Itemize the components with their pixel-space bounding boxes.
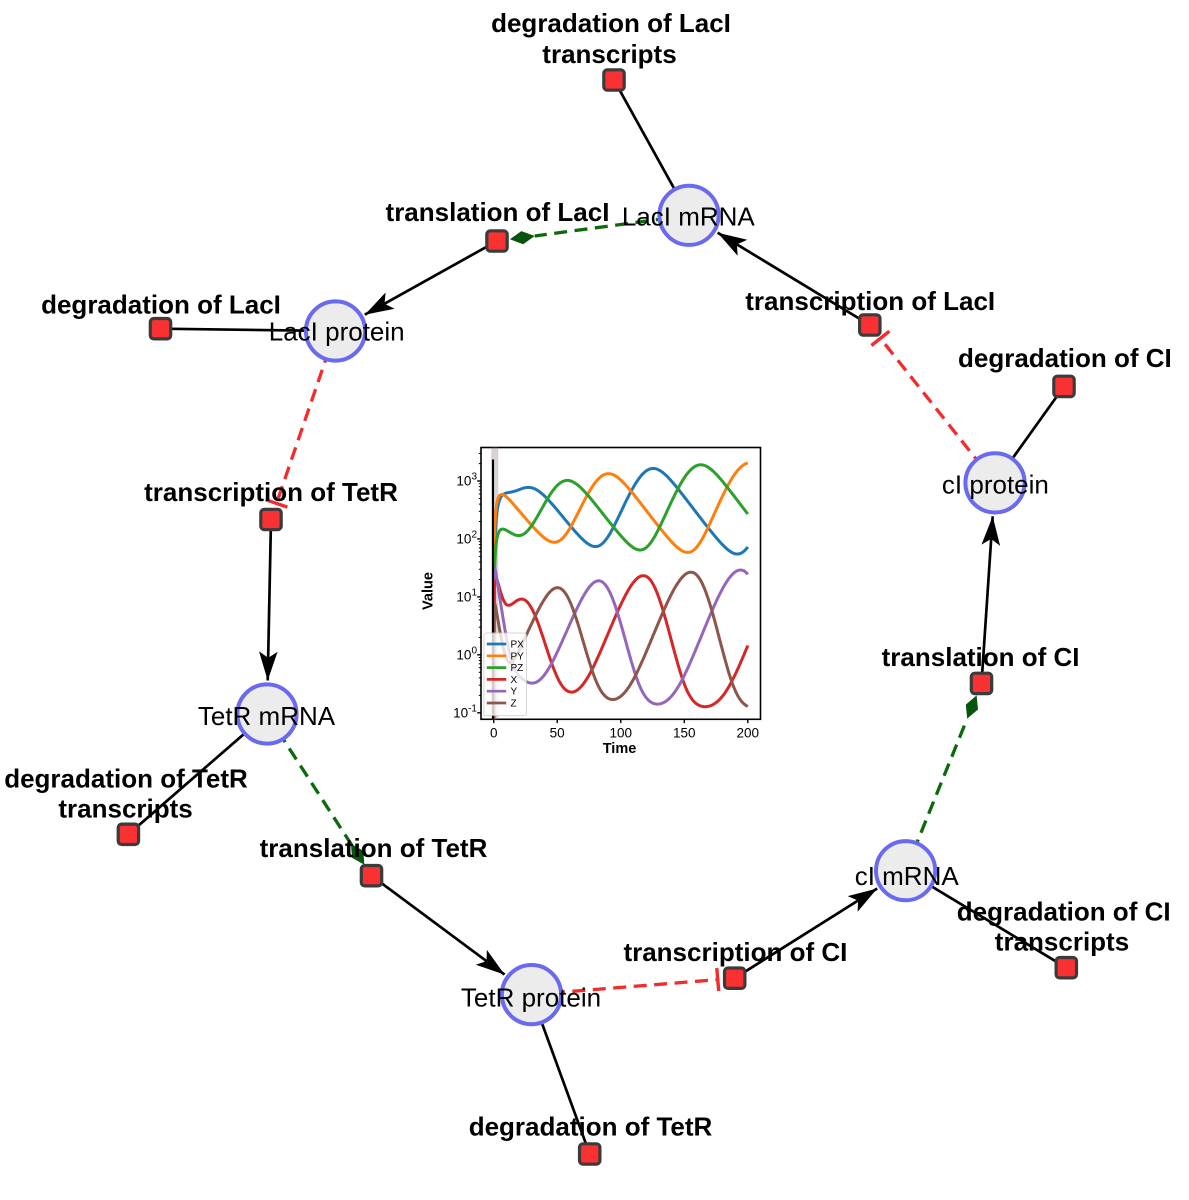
svg-text:10-1: 10-1 [453, 703, 477, 720]
svg-text:TetR protein: TetR protein [461, 982, 601, 1012]
svg-text:TetR mRNA: TetR mRNA [198, 701, 336, 731]
svg-text:LacI protein: LacI protein [269, 316, 405, 346]
svg-text:150: 150 [673, 725, 696, 740]
svg-text:100: 100 [456, 645, 477, 662]
svg-text:degradation of CI: degradation of CI [958, 343, 1172, 373]
svg-text:degradation of LacI: degradation of LacI [41, 290, 281, 320]
svg-text:Value: Value [421, 572, 437, 610]
svg-text:transcripts: transcripts [58, 794, 192, 824]
svg-text:Z: Z [511, 699, 517, 710]
svg-text:degradation of TetR: degradation of TetR [469, 1112, 713, 1142]
svg-text:transcription of TetR: transcription of TetR [144, 477, 398, 507]
svg-text:cI mRNA: cI mRNA [855, 861, 960, 891]
svg-text:Y: Y [511, 687, 518, 698]
svg-text:degradation of CI: degradation of CI [957, 897, 1171, 927]
svg-text:transcription of LacI: transcription of LacI [745, 286, 995, 316]
svg-text:degradation of TetR: degradation of TetR [4, 764, 248, 794]
svg-text:0: 0 [490, 725, 498, 740]
svg-text:PY: PY [511, 651, 525, 662]
svg-text:transcripts: transcripts [995, 927, 1129, 957]
svg-text:103: 103 [456, 472, 477, 489]
svg-text:200: 200 [737, 725, 760, 740]
svg-text:transcription of CI: transcription of CI [623, 937, 847, 967]
svg-text:degradation of LacI: degradation of LacI [491, 8, 731, 38]
svg-text:PZ: PZ [511, 663, 524, 674]
svg-text:LacI mRNA: LacI mRNA [622, 201, 756, 231]
svg-text:100: 100 [610, 725, 633, 740]
svg-text:transcripts: transcripts [542, 39, 676, 69]
svg-text:translation of CI: translation of CI [882, 642, 1080, 672]
svg-text:X: X [511, 675, 518, 686]
svg-text:PX: PX [511, 640, 525, 651]
svg-text:102: 102 [456, 530, 477, 547]
svg-text:translation of LacI: translation of LacI [386, 197, 610, 227]
svg-text:Time: Time [603, 741, 637, 757]
svg-text:50: 50 [550, 725, 565, 740]
svg-text:101: 101 [456, 588, 477, 605]
svg-text:translation of TetR: translation of TetR [260, 833, 488, 863]
svg-text:cI protein: cI protein [942, 470, 1049, 500]
